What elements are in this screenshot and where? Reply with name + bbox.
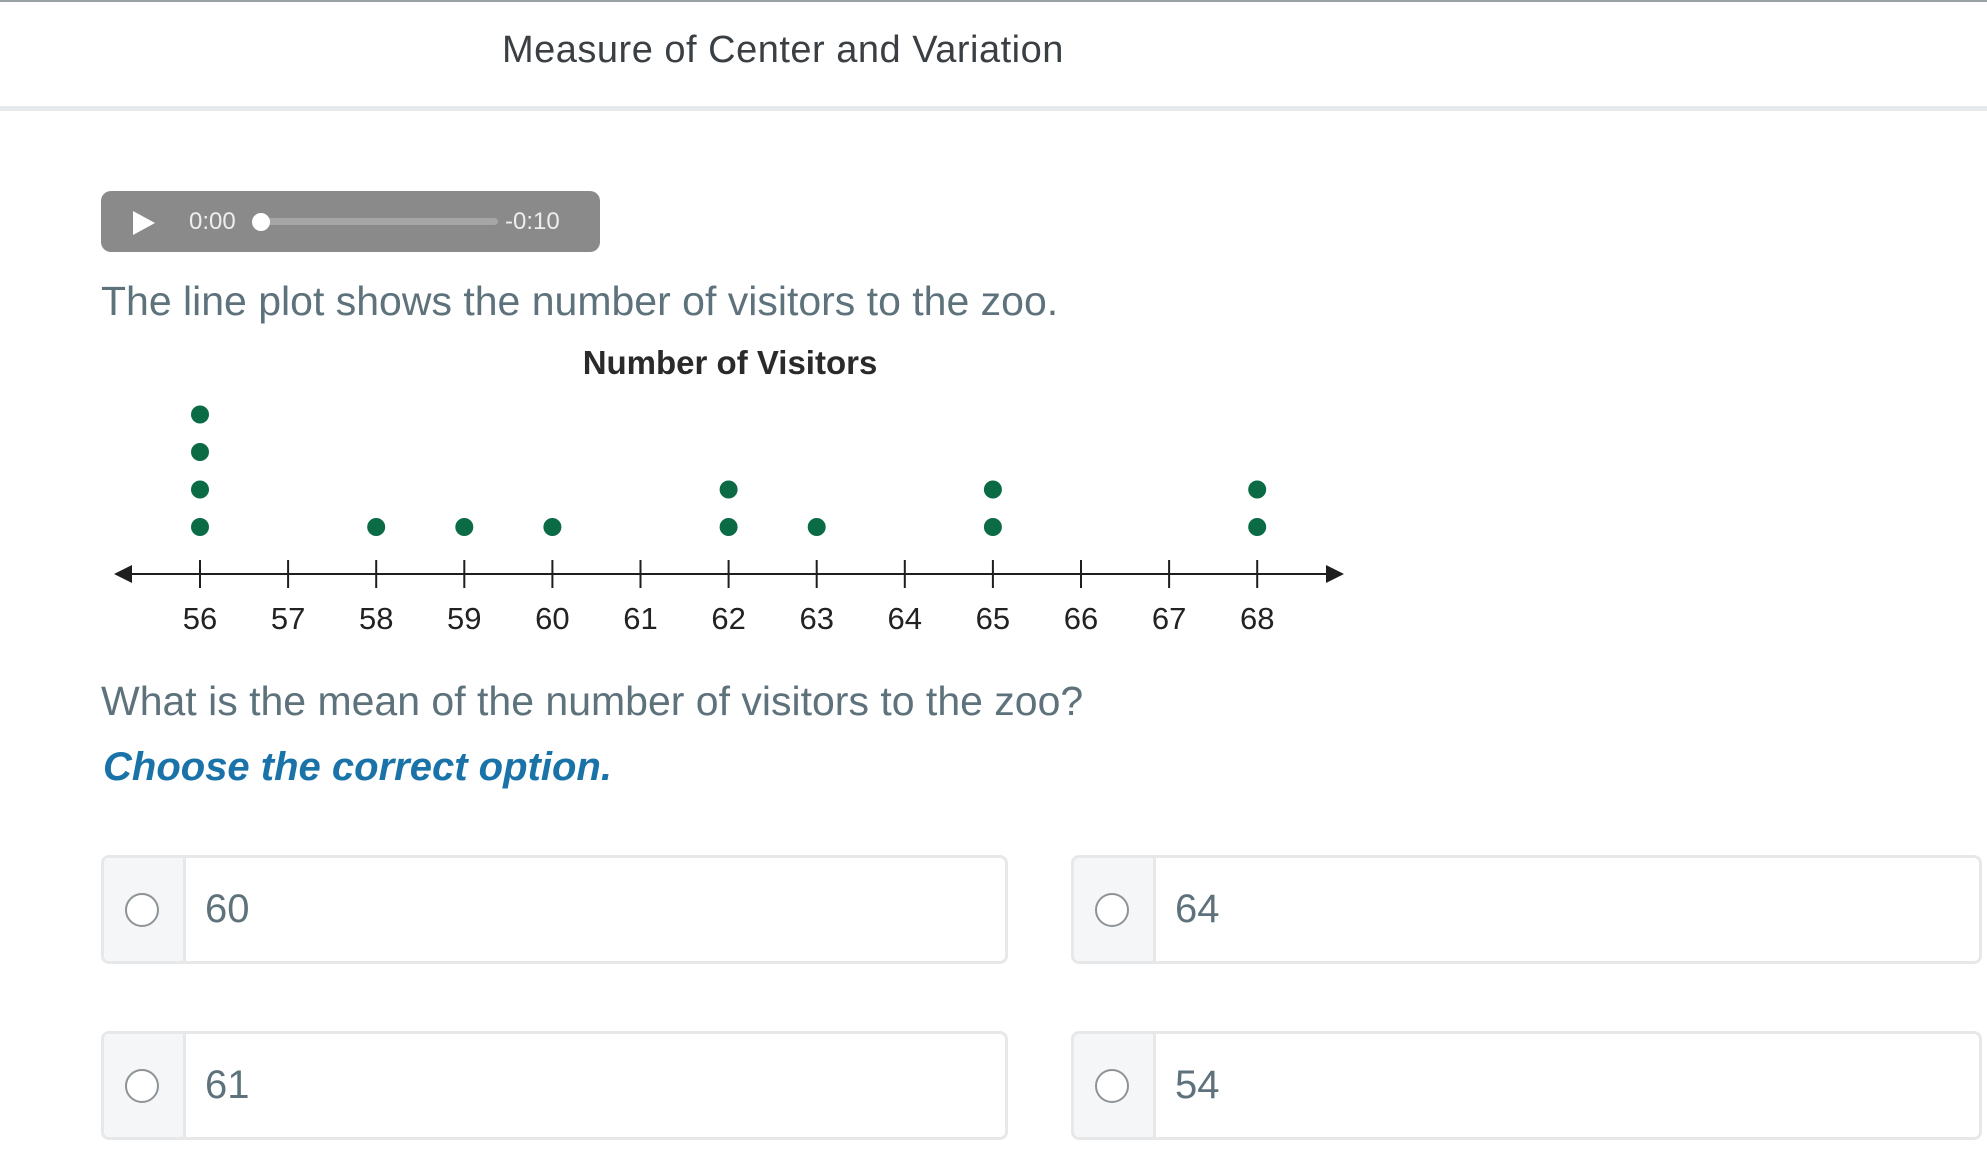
radio-button[interactable] [125, 893, 159, 927]
data-point [983, 518, 1002, 536]
line-plot: Number of Visitors 56 57 58 59 60 61 62 63 64 65 66… [100, 344, 1360, 655]
radio-cell [1074, 1034, 1156, 1137]
data-point [367, 518, 386, 536]
axis-tick-label: 57 [271, 601, 305, 636]
axis-tick-label: 64 [888, 601, 922, 636]
axis-arrow-left [114, 565, 132, 583]
axis-tick-label: 60 [535, 601, 569, 636]
question-instruction: Choose the correct option. [103, 745, 612, 789]
radio-button[interactable] [125, 1069, 159, 1103]
data-point [983, 480, 1002, 499]
page-title: Measure of Center and Variation [502, 29, 1064, 71]
axis-tick-label: 59 [447, 601, 481, 636]
play-icon[interactable] [131, 209, 157, 237]
chart-title: Number of Visitors [583, 345, 878, 381]
header: Measure of Center and Variation [0, 2, 1987, 111]
answer-option-1[interactable]: 60 [101, 855, 1008, 964]
axis-tick-label: 61 [623, 601, 657, 636]
data-point [719, 518, 738, 536]
audio-remaining-time: -0:10 [505, 208, 560, 235]
audio-player: 0:00 -0:10 [101, 191, 600, 252]
top-rule [0, 0, 1987, 2]
radio-cell [104, 858, 186, 961]
answer-option-4[interactable]: 54 [1071, 1031, 1982, 1140]
question-text: What is the mean of the number of visito… [101, 678, 1084, 724]
data-point [191, 443, 209, 461]
data-point [807, 518, 826, 536]
axis-tick-label: 62 [711, 601, 745, 636]
answer-option-label: 64 [1175, 887, 1220, 931]
data-point [191, 518, 209, 536]
data-point [455, 518, 474, 536]
data-point [543, 518, 562, 536]
audio-current-time: 0:00 [189, 208, 236, 235]
line-plot-svg: Number of Visitors 56 57 58 59 60 61 62 63 64 65 66… [114, 344, 1344, 636]
axis-tick-label: 68 [1240, 601, 1274, 636]
axis-tick-label: 65 [976, 601, 1010, 636]
axis-tick-label: 56 [183, 601, 217, 636]
answer-option-3[interactable]: 61 [101, 1031, 1008, 1140]
answer-option-label: 54 [1175, 1063, 1220, 1107]
answer-option-label: 61 [205, 1063, 250, 1107]
axis-tick-label: 66 [1064, 601, 1098, 636]
axis-arrow-right [1326, 565, 1344, 583]
audio-seek-knob[interactable] [252, 213, 270, 231]
data-point [1248, 480, 1267, 499]
audio-seek-bar[interactable] [252, 213, 594, 231]
radio-cell [104, 1034, 186, 1137]
radio-cell [1074, 858, 1156, 961]
data-point [191, 480, 209, 499]
answer-option-label: 60 [205, 887, 250, 931]
axis-tick-label: 67 [1152, 601, 1186, 636]
radio-button[interactable] [1095, 1069, 1129, 1103]
question-prompt: The line plot shows the number of visito… [101, 278, 1059, 324]
audio-seek-rail [261, 218, 498, 225]
data-point [719, 480, 738, 499]
answer-option-2[interactable]: 64 [1071, 855, 1982, 964]
radio-button[interactable] [1095, 893, 1129, 927]
axis-tick-label: 63 [799, 601, 833, 636]
data-point [191, 405, 209, 424]
data-point [1248, 518, 1267, 536]
axis-tick-label: 58 [359, 601, 393, 636]
